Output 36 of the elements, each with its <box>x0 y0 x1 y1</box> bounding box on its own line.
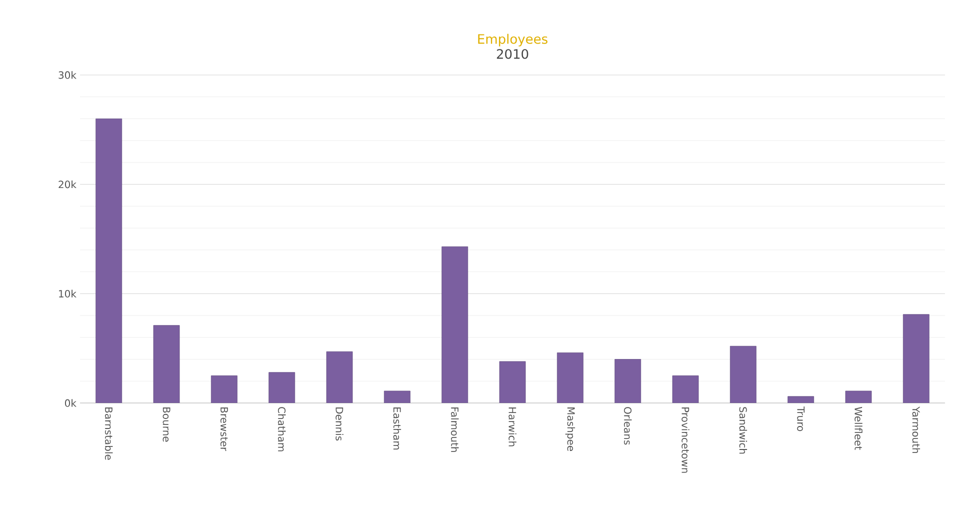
bar <box>614 359 642 403</box>
x-tick-label: Wellfleet <box>854 406 862 450</box>
bar <box>730 346 756 403</box>
x-tick-label: Truro <box>797 406 805 432</box>
x-tick-label: Provincetown <box>682 408 690 473</box>
y-tick-label: 10k <box>59 290 76 298</box>
y-tick-label: 0k <box>64 399 76 407</box>
x-tick-label: Mashpee <box>565 408 576 451</box>
bar <box>556 352 584 403</box>
bar <box>96 118 122 403</box>
bar <box>153 325 180 403</box>
x-tick-label: Brewster <box>220 408 228 451</box>
chart-title: Employees <box>478 34 548 46</box>
x-tick-label: Harwich <box>508 408 516 446</box>
x-tick-label: Dennis <box>336 408 344 441</box>
bar <box>384 390 410 403</box>
x-tick-label: Eastham <box>393 408 402 450</box>
bar <box>326 351 353 403</box>
x-tick-label: Sandwich <box>739 407 748 454</box>
bar <box>788 396 814 403</box>
x-tick-label: Bourne <box>162 408 170 442</box>
bar <box>672 375 699 403</box>
bar <box>902 314 930 403</box>
bar <box>845 390 872 403</box>
y-tick-label: 30k <box>58 71 76 79</box>
bar <box>499 361 526 403</box>
bar <box>268 372 296 403</box>
bar <box>210 375 238 403</box>
y-tick-label: 20k <box>58 180 76 188</box>
chart-subtitle: 2010 <box>496 49 528 59</box>
bar <box>442 246 468 403</box>
x-tick-label: Yarmouth <box>912 406 920 453</box>
x-tick-label: Orleans <box>624 407 632 445</box>
x-tick-label: Falmouth <box>450 408 459 452</box>
x-tick-label: Chatham <box>278 407 286 452</box>
x-tick-label: Barnstable <box>104 408 113 460</box>
